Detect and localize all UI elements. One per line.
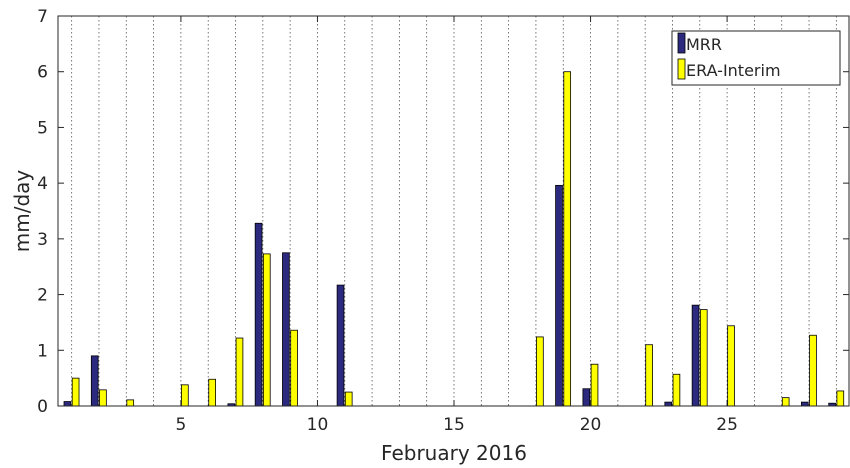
bar-era-interim-day-23 [672, 373, 681, 407]
bar-mrr-day-2 [90, 355, 99, 407]
bar-era-interim-day-3 [126, 399, 135, 407]
bar-mrr-day-8 [254, 222, 263, 407]
bar-era-interim-day-9 [290, 329, 298, 407]
bar-mrr-day-28 [800, 401, 809, 407]
bar-era-interim-day-19 [563, 71, 572, 407]
bar-era-interim-day-8 [262, 253, 271, 407]
bar-mrr-day-11 [336, 284, 345, 407]
x-tick-label-5: 5 [175, 415, 186, 435]
bar-era-interim-day-20 [590, 363, 599, 407]
y-tick-label-3: 3 [37, 230, 48, 250]
y-tick-label-5: 5 [37, 118, 48, 138]
y-tick-label-1: 1 [37, 341, 48, 361]
bar-era-interim-day-29 [836, 390, 845, 407]
y-tick-label-2: 2 [37, 286, 48, 306]
legend-swatch-mrr [677, 32, 686, 54]
legend-box [671, 30, 841, 86]
y-tick-label-0: 0 [37, 397, 48, 417]
bar-mrr-day-19 [555, 184, 563, 407]
bar-era-interim-day-18 [536, 336, 544, 407]
bar-era-interim-day-27 [781, 397, 790, 407]
legend-label-mrr: MRR [686, 35, 722, 54]
bar-era-interim-day-6 [208, 378, 216, 407]
bar-era-interim-day-5 [181, 384, 189, 407]
y-tick-label-6: 6 [37, 63, 48, 83]
y-axis-label: mm/day [10, 170, 34, 253]
y-tick-label-4: 4 [37, 174, 48, 194]
bar-era-interim-day-24 [699, 309, 708, 407]
bar-mrr-day-20 [582, 388, 591, 407]
y-tick-label-7: 7 [37, 7, 48, 27]
legend-label-era-interim: ERA-Interim [686, 61, 781, 80]
axis-ticks: 0 1 2 3 4 5 6 7 5 10 15 20 25 [37, 7, 849, 435]
bar-mrr-day-23 [664, 401, 673, 407]
bar-mrr-day-24 [691, 304, 700, 407]
legend: MRR ERA-Interim [671, 30, 841, 86]
bar-mrr-day-1 [63, 401, 72, 407]
bar-mrr-day-9 [282, 252, 290, 407]
bar-era-interim-day-1 [71, 377, 80, 407]
bar-era-interim-day-25 [727, 325, 735, 407]
bar-era-interim-day-7 [235, 337, 244, 407]
bar-era-interim-day-11 [344, 391, 353, 407]
x-tick-label-20: 20 [580, 415, 602, 435]
bar-era-interim-day-22 [645, 344, 653, 407]
bar-era-interim-day-2 [99, 389, 107, 407]
legend-swatch-era-interim [677, 58, 686, 80]
x-tick-label-15: 15 [443, 415, 465, 435]
bar-era-interim-day-28 [809, 334, 817, 407]
x-tick-label-25: 25 [716, 415, 738, 435]
x-axis-label: February 2016 [381, 441, 527, 465]
x-tick-label-10: 10 [307, 415, 329, 435]
